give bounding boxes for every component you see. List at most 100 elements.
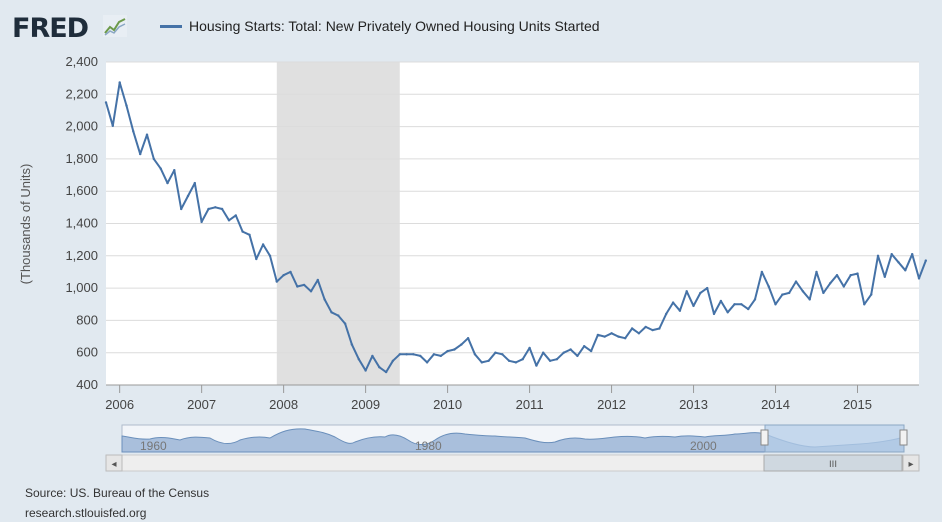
data-point[interactable] bbox=[439, 354, 442, 358]
data-point[interactable] bbox=[917, 277, 921, 280]
data-point[interactable] bbox=[446, 349, 449, 353]
data-point[interactable] bbox=[207, 207, 210, 211]
data-point[interactable] bbox=[897, 261, 900, 264]
scrollbar-thumb[interactable] bbox=[763, 454, 903, 472]
data-point[interactable] bbox=[371, 354, 374, 358]
data-point[interactable] bbox=[658, 327, 661, 330]
data-point[interactable] bbox=[767, 285, 770, 288]
data-point[interactable] bbox=[173, 169, 176, 172]
data-point[interactable] bbox=[637, 332, 641, 335]
data-point[interactable] bbox=[719, 299, 723, 303]
data-point[interactable] bbox=[302, 283, 306, 287]
data-point[interactable] bbox=[801, 290, 805, 293]
data-point[interactable] bbox=[617, 335, 620, 338]
data-point[interactable] bbox=[309, 290, 313, 293]
data-point[interactable] bbox=[781, 293, 784, 296]
data-point[interactable] bbox=[384, 370, 388, 374]
data-point[interactable] bbox=[706, 286, 709, 290]
data-point[interactable] bbox=[453, 348, 456, 351]
data-point[interactable] bbox=[241, 230, 244, 233]
data-point[interactable] bbox=[118, 81, 121, 84]
data-point[interactable] bbox=[398, 353, 401, 356]
data-point[interactable] bbox=[890, 253, 893, 256]
data-point[interactable] bbox=[822, 291, 825, 295]
data-point[interactable] bbox=[747, 307, 750, 311]
data-point[interactable] bbox=[678, 309, 682, 312]
data-point[interactable] bbox=[227, 219, 231, 222]
scrollbar-right-button[interactable] bbox=[902, 454, 920, 472]
data-point[interactable] bbox=[548, 359, 552, 362]
data-point[interactable] bbox=[535, 364, 538, 367]
data-point[interactable] bbox=[186, 194, 190, 198]
data-point[interactable] bbox=[685, 290, 688, 293]
data-point[interactable] bbox=[555, 358, 559, 361]
data-point[interactable] bbox=[842, 285, 845, 288]
navigator[interactable]: 1960 1980 2000 bbox=[121, 424, 908, 453]
data-point[interactable] bbox=[166, 181, 169, 185]
data-point[interactable] bbox=[924, 259, 927, 262]
data-point[interactable] bbox=[405, 353, 408, 356]
data-point[interactable] bbox=[521, 358, 524, 361]
navigator-selection[interactable] bbox=[764, 424, 905, 453]
data-point[interactable] bbox=[111, 124, 115, 128]
data-point[interactable] bbox=[774, 303, 777, 306]
data-point[interactable] bbox=[152, 157, 155, 161]
data-point[interactable] bbox=[603, 335, 606, 338]
data-point[interactable] bbox=[528, 346, 531, 350]
navigator-handle-left[interactable] bbox=[760, 429, 769, 446]
data-point[interactable] bbox=[569, 348, 572, 351]
data-point[interactable] bbox=[139, 152, 142, 156]
data-point[interactable] bbox=[248, 233, 251, 236]
data-point[interactable] bbox=[904, 269, 907, 272]
navigator-handle-right[interactable] bbox=[899, 429, 908, 446]
data-point[interactable] bbox=[507, 359, 511, 362]
data-point[interactable] bbox=[849, 274, 852, 277]
data-point[interactable] bbox=[425, 361, 429, 364]
data-point[interactable] bbox=[255, 257, 258, 261]
data-point[interactable] bbox=[712, 312, 716, 316]
data-point[interactable] bbox=[863, 303, 866, 306]
data-point[interactable] bbox=[610, 332, 613, 335]
data-point[interactable] bbox=[651, 328, 654, 332]
data-point[interactable] bbox=[378, 366, 381, 369]
data-point[interactable] bbox=[808, 298, 811, 301]
data-point[interactable] bbox=[330, 311, 333, 314]
data-point[interactable] bbox=[466, 337, 470, 340]
data-point[interactable] bbox=[159, 167, 162, 170]
data-point[interactable] bbox=[596, 333, 600, 337]
chart-legend[interactable]: Housing Starts: Total: New Privately Own… bbox=[160, 18, 600, 34]
site-link[interactable]: research.stlouisfed.org bbox=[25, 506, 147, 520]
data-point[interactable] bbox=[726, 311, 729, 314]
data-point[interactable] bbox=[323, 298, 326, 301]
data-point[interactable] bbox=[630, 327, 634, 330]
navigator-scrollbar[interactable]: ◂ III ▸ bbox=[105, 454, 920, 472]
data-point[interactable] bbox=[289, 270, 292, 274]
data-point[interactable] bbox=[494, 351, 497, 354]
data-point[interactable] bbox=[487, 359, 490, 362]
data-point[interactable] bbox=[391, 359, 395, 362]
scroll-right-arrow-icon[interactable]: ▸ bbox=[908, 459, 913, 470]
data-point[interactable] bbox=[200, 220, 203, 224]
data-point[interactable] bbox=[460, 343, 463, 346]
scroll-left-arrow-icon[interactable]: ◂ bbox=[111, 459, 116, 470]
data-point[interactable] bbox=[665, 312, 668, 316]
data-point[interactable] bbox=[514, 361, 518, 364]
data-point[interactable] bbox=[275, 280, 278, 283]
data-point[interactable] bbox=[343, 322, 347, 325]
data-point[interactable] bbox=[699, 291, 702, 295]
data-point[interactable] bbox=[214, 206, 217, 209]
data-point[interactable] bbox=[760, 270, 764, 274]
data-point[interactable] bbox=[145, 133, 149, 136]
data-point[interactable] bbox=[432, 353, 436, 356]
data-point[interactable] bbox=[180, 207, 183, 211]
data-point[interactable] bbox=[911, 253, 914, 256]
data-point[interactable] bbox=[740, 303, 743, 306]
data-point[interactable] bbox=[104, 101, 108, 104]
data-point[interactable] bbox=[883, 275, 886, 278]
data-point[interactable] bbox=[856, 272, 859, 275]
data-point[interactable] bbox=[542, 351, 545, 354]
data-point[interactable] bbox=[692, 304, 695, 308]
data-point[interactable] bbox=[876, 254, 880, 257]
data-point[interactable] bbox=[419, 354, 422, 358]
data-point[interactable] bbox=[835, 274, 839, 277]
